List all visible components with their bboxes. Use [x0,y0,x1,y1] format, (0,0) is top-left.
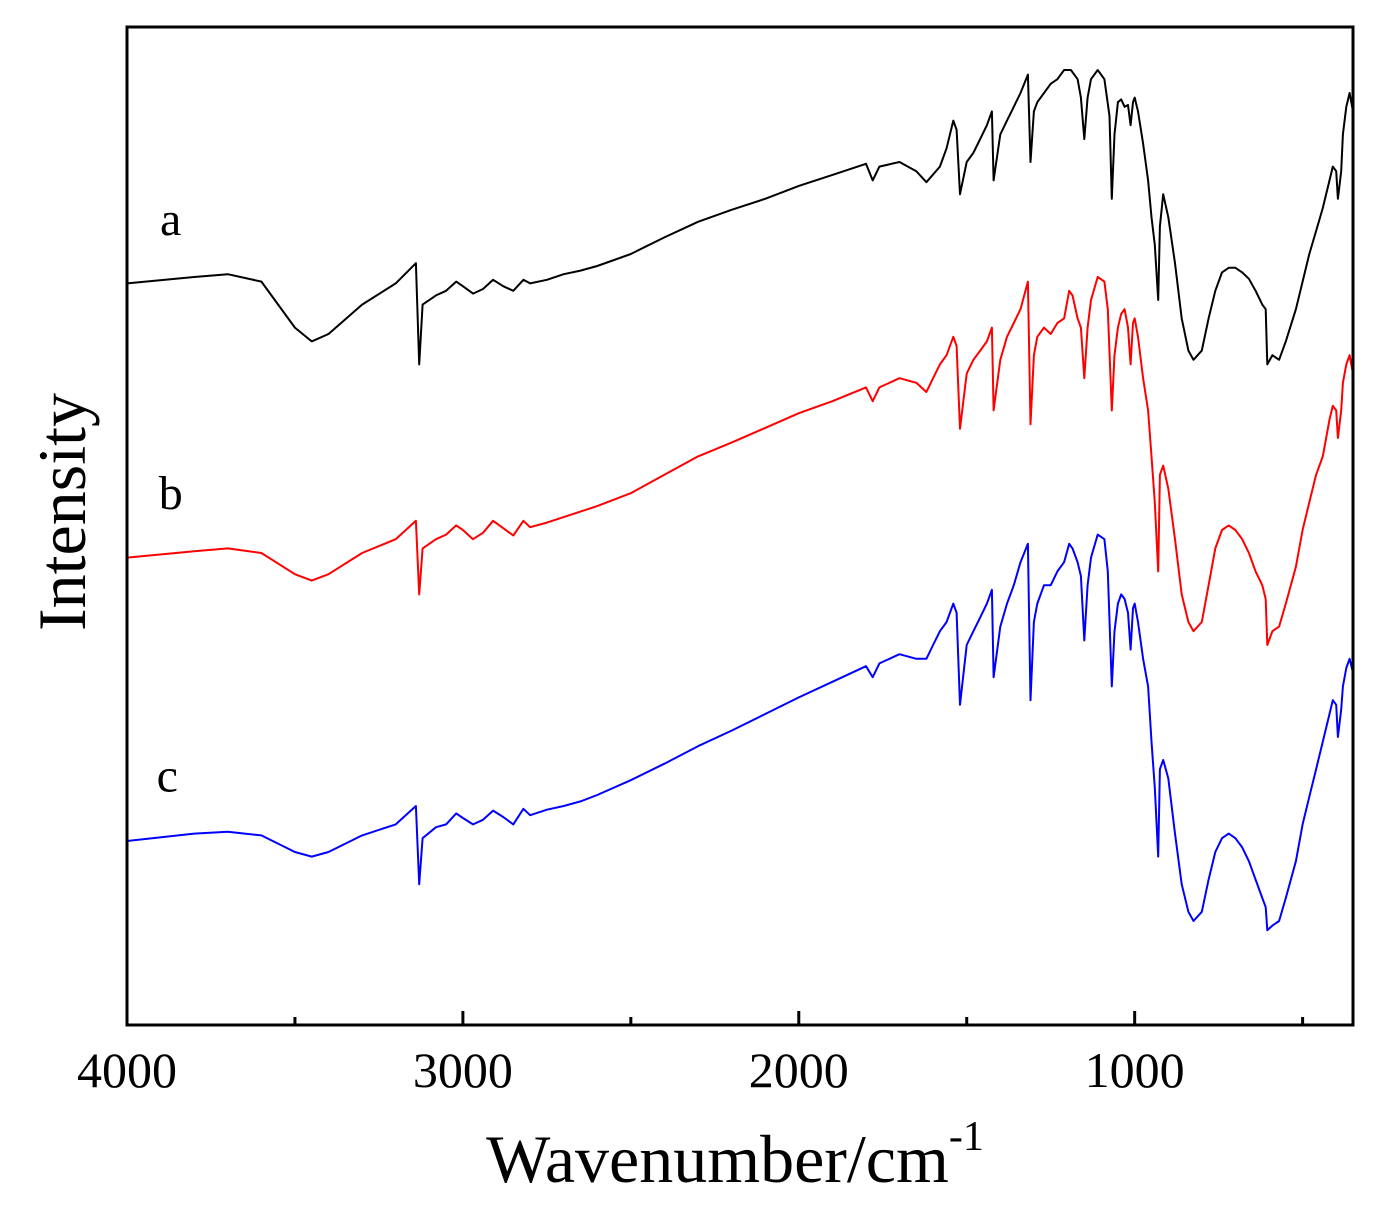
x-axis-title-main: Wavenumber/cm [486,1121,949,1197]
y-axis-title: Intensity [24,393,100,631]
x-axis-title: Wavenumber/cm-1 [486,1114,984,1197]
series-line-c [126,533,1354,932]
series-label-b: b [159,467,183,520]
x-tick-label-4000: 4000 [77,1042,177,1098]
series-label-a: a [160,193,181,246]
series-line-a [126,69,1354,366]
x-tick-label-2000: 2000 [749,1042,849,1098]
x-tick-label-3000: 3000 [413,1042,513,1098]
plot-frame [125,25,1355,1027]
series-layer [126,69,1354,932]
series-label-c: c [157,750,178,803]
x-axis-title-superscript: -1 [949,1114,984,1160]
x-axis-ticks: 4000 3000 2000 1000 [77,1011,1305,1098]
series-line-b [126,276,1354,646]
series-labels: a b c [157,193,183,803]
x-tick-label-1000: 1000 [1085,1042,1185,1098]
